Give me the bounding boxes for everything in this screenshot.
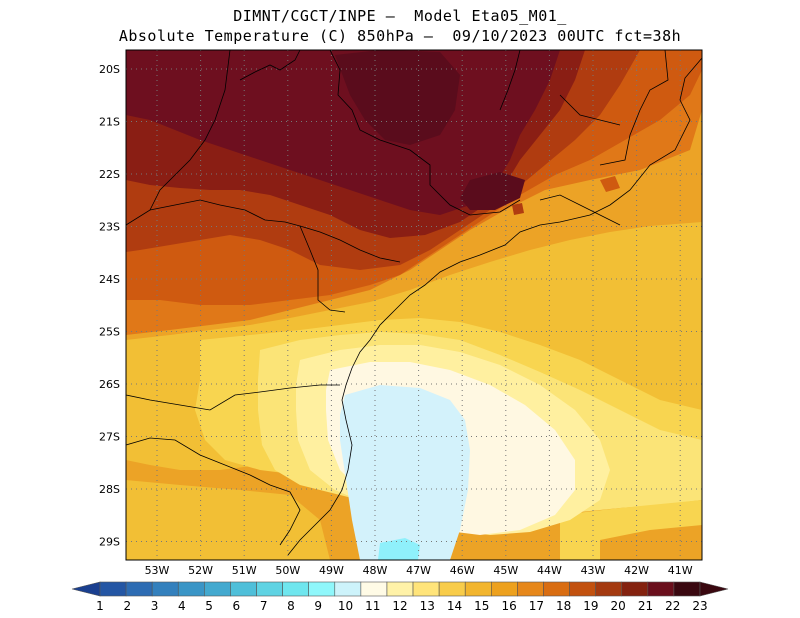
colorbar-segment bbox=[438, 581, 466, 597]
colorbar-segment bbox=[491, 581, 518, 597]
temperature-region bbox=[378, 538, 420, 560]
latitude-tick-label: 29S bbox=[99, 536, 120, 549]
longitude-tick-label: 44W bbox=[537, 564, 562, 577]
temperature-region bbox=[126, 480, 330, 560]
colorbar-label: 20 bbox=[611, 599, 626, 613]
map-title-line-1: DIMNT/CGCT/INPE – Model Eta05_M01_ bbox=[233, 7, 567, 25]
colorbar: 1 2 3 4 5 6 7 8 9 10 11 12 13 14 15 16 17 18 19 20 21 22 23 bbox=[71, 581, 729, 613]
colorbar-segment bbox=[125, 581, 153, 597]
latitude-tick-labels: 20S 21S 22S 23S 24S 25S 26S 27S 28S 29S bbox=[99, 63, 120, 549]
temperature-region bbox=[600, 525, 702, 560]
colorbar-segment bbox=[569, 581, 596, 597]
latitude-tick-label: 26S bbox=[99, 378, 120, 391]
colorbar-label: 7 bbox=[260, 599, 268, 613]
colorbar-label: 2 bbox=[123, 599, 131, 613]
colorbar-label: 4 bbox=[178, 599, 186, 613]
colorbar-segment bbox=[177, 581, 205, 597]
colorbar-segment bbox=[204, 581, 231, 597]
longitude-tick-label: 47W bbox=[406, 564, 431, 577]
colorbar-label: 5 bbox=[205, 599, 213, 613]
colorbar-max-arrow bbox=[699, 581, 729, 597]
colorbar-label: 16 bbox=[501, 599, 516, 613]
colorbar-segment bbox=[334, 581, 362, 597]
boundary-line bbox=[239, 50, 301, 81]
colorbar-label: 9 bbox=[314, 599, 322, 613]
colorbar-label: 3 bbox=[151, 599, 159, 613]
colorbar-segment bbox=[621, 581, 649, 597]
temperature-field bbox=[126, 50, 702, 560]
longitude-tick-label: 49W bbox=[319, 564, 344, 577]
colorbar-label: 11 bbox=[365, 599, 380, 613]
latitude-tick-label: 24S bbox=[99, 273, 120, 286]
temperature-region bbox=[460, 172, 525, 210]
colorbar-segment bbox=[595, 581, 623, 597]
boundary-line bbox=[126, 199, 401, 263]
colorbar-min-arrow bbox=[71, 581, 101, 597]
longitude-tick-label: 53W bbox=[145, 564, 170, 577]
colorbar-label: 15 bbox=[474, 599, 489, 613]
boundary-line bbox=[559, 94, 621, 126]
colorbar-segment bbox=[386, 581, 414, 597]
colorbar-segment bbox=[282, 581, 309, 597]
colorbar-label: 8 bbox=[287, 599, 295, 613]
longitude-tick-label: 46W bbox=[450, 564, 475, 577]
colorbar-label: 14 bbox=[447, 599, 462, 613]
colorbar-segment bbox=[256, 581, 283, 597]
colorbar-segment bbox=[360, 581, 388, 597]
colorbar-segment bbox=[517, 581, 544, 597]
latitude-tick-label: 28S bbox=[99, 483, 120, 496]
longitude-tick-label: 48W bbox=[363, 564, 388, 577]
colorbar-segment bbox=[647, 581, 675, 597]
coastline-and-borders bbox=[126, 50, 702, 556]
boundary-line bbox=[499, 50, 521, 111]
longitude-tick-label: 43W bbox=[581, 564, 606, 577]
colorbar-label: 18 bbox=[556, 599, 571, 613]
latitude-tick-label: 22S bbox=[99, 168, 120, 181]
colorbar-segment bbox=[151, 581, 179, 597]
longitude-tick-label: 42W bbox=[624, 564, 649, 577]
colorbar-segment bbox=[464, 581, 492, 597]
boundary-line bbox=[287, 57, 702, 556]
map-title-line-2: Absolute Temperature (C) 850hPa – 09/10/… bbox=[118, 27, 682, 45]
colorbar-label: 19 bbox=[583, 599, 598, 613]
colorbar-segment bbox=[412, 581, 440, 597]
colorbar-label: 12 bbox=[392, 599, 407, 613]
boundary-line bbox=[299, 225, 346, 313]
colorbar-segment bbox=[543, 581, 570, 597]
colorbar-label: 1 bbox=[96, 599, 104, 613]
colorbar-segment bbox=[99, 581, 127, 597]
longitude-tick-label: 45W bbox=[493, 564, 518, 577]
colorbar-label: 10 bbox=[338, 599, 353, 613]
boundary-line bbox=[126, 384, 340, 411]
longitude-tick-label: 41W bbox=[668, 564, 693, 577]
latitude-tick-label: 27S bbox=[99, 431, 120, 444]
latitude-tick-label: 25S bbox=[99, 326, 120, 339]
temperature-region bbox=[512, 203, 524, 215]
longitude-tick-labels: 53W 52W 51W 50W 49W 48W 47W 46W 45W 44W 43W 42W 41W bbox=[145, 564, 693, 577]
boundary-line bbox=[329, 50, 521, 216]
latitude-tick-label: 21S bbox=[99, 116, 120, 129]
plot-frame bbox=[125, 49, 703, 561]
colorbar-label: 22 bbox=[665, 599, 680, 613]
latitude-tick-label: 23S bbox=[99, 221, 120, 234]
temperature-region bbox=[340, 385, 470, 560]
colorbar-label: 13 bbox=[420, 599, 435, 613]
boundary-line bbox=[126, 437, 301, 546]
longitude-tick-label: 52W bbox=[188, 564, 213, 577]
longitude-tick-label: 50W bbox=[275, 564, 300, 577]
longitude-tick-label: 51W bbox=[232, 564, 257, 577]
colorbar-label: 17 bbox=[529, 599, 544, 613]
colorbar-segment bbox=[673, 581, 701, 597]
colorbar-label: 23 bbox=[692, 599, 707, 613]
boundary-line bbox=[149, 50, 231, 211]
colorbar-label: 6 bbox=[233, 599, 241, 613]
colorbar-segment bbox=[308, 581, 336, 597]
colorbar-segment bbox=[230, 581, 257, 597]
boundary-line bbox=[599, 50, 669, 166]
latitude-tick-label: 20S bbox=[99, 63, 120, 76]
temperature-region bbox=[600, 176, 620, 192]
boundary-line bbox=[539, 194, 621, 226]
colorbar-label: 21 bbox=[638, 599, 653, 613]
